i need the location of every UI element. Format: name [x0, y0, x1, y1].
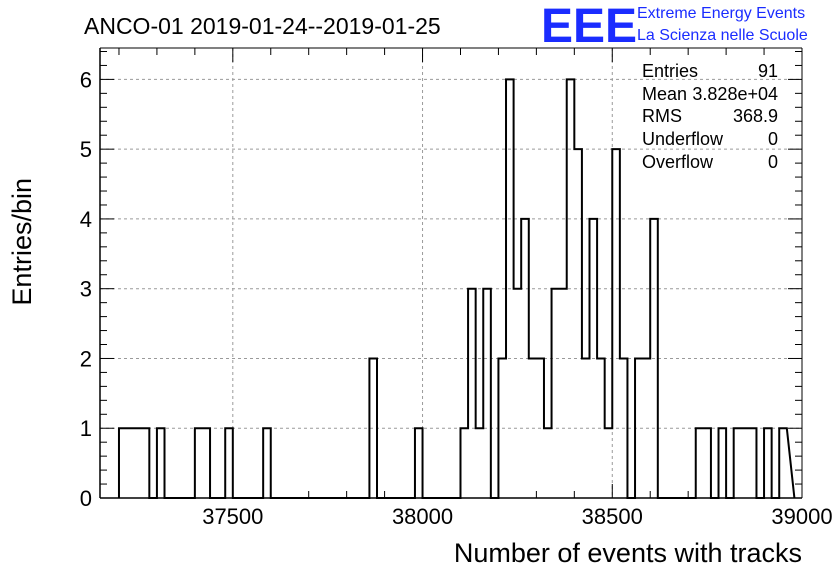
y-tick-label: 0	[80, 486, 92, 511]
x-tick-label: 38500	[582, 504, 643, 529]
x-axis-label: Number of events with tracks	[454, 538, 802, 568]
x-tick-label: 39000	[771, 504, 832, 529]
stats-entries-label: Entries	[642, 61, 698, 81]
eee-logo-mark: EEE	[541, 0, 637, 53]
eee-logo-line1: Extreme Energy Events	[637, 5, 805, 22]
x-tick-label: 38000	[392, 504, 453, 529]
y-tick-label: 6	[80, 67, 92, 92]
y-tick-label: 5	[80, 137, 92, 162]
stats-underflow-value: 0	[768, 129, 778, 149]
stats-box: Entries 91 Mean 3.828e+04 RMS 368.9 Unde…	[642, 61, 778, 172]
x-tick-label: 37500	[202, 504, 263, 529]
y-axis-label: Entries/bin	[7, 178, 37, 306]
chart-title: ANCO-01 2019-01-24--2019-01-25	[84, 13, 441, 39]
y-tick-label: 2	[80, 346, 92, 371]
stats-overflow-label: Overflow	[642, 152, 714, 172]
grid	[100, 48, 802, 498]
axes: 37500 38000 38500 39000 0 1 2 3 4 5 6	[80, 47, 833, 529]
y-tick-label: 4	[80, 207, 92, 232]
eee-logo-line2: La Scienza nelle Scuole	[637, 27, 808, 44]
stats-rms-value: 368.9	[733, 106, 778, 126]
eee-logo: EEE Extreme Energy Events La Scienza nel…	[541, 0, 808, 53]
stats-overflow-value: 0	[768, 152, 778, 172]
stats-rms-label: RMS	[642, 106, 682, 126]
stats-underflow-label: Underflow	[642, 129, 724, 149]
y-tick-label: 1	[80, 416, 92, 441]
stats-mean-label: Mean	[642, 84, 687, 104]
y-tick-label: 3	[80, 277, 92, 302]
stats-mean-value: 3.828e+04	[692, 84, 778, 104]
stats-entries-value: 91	[758, 61, 778, 81]
